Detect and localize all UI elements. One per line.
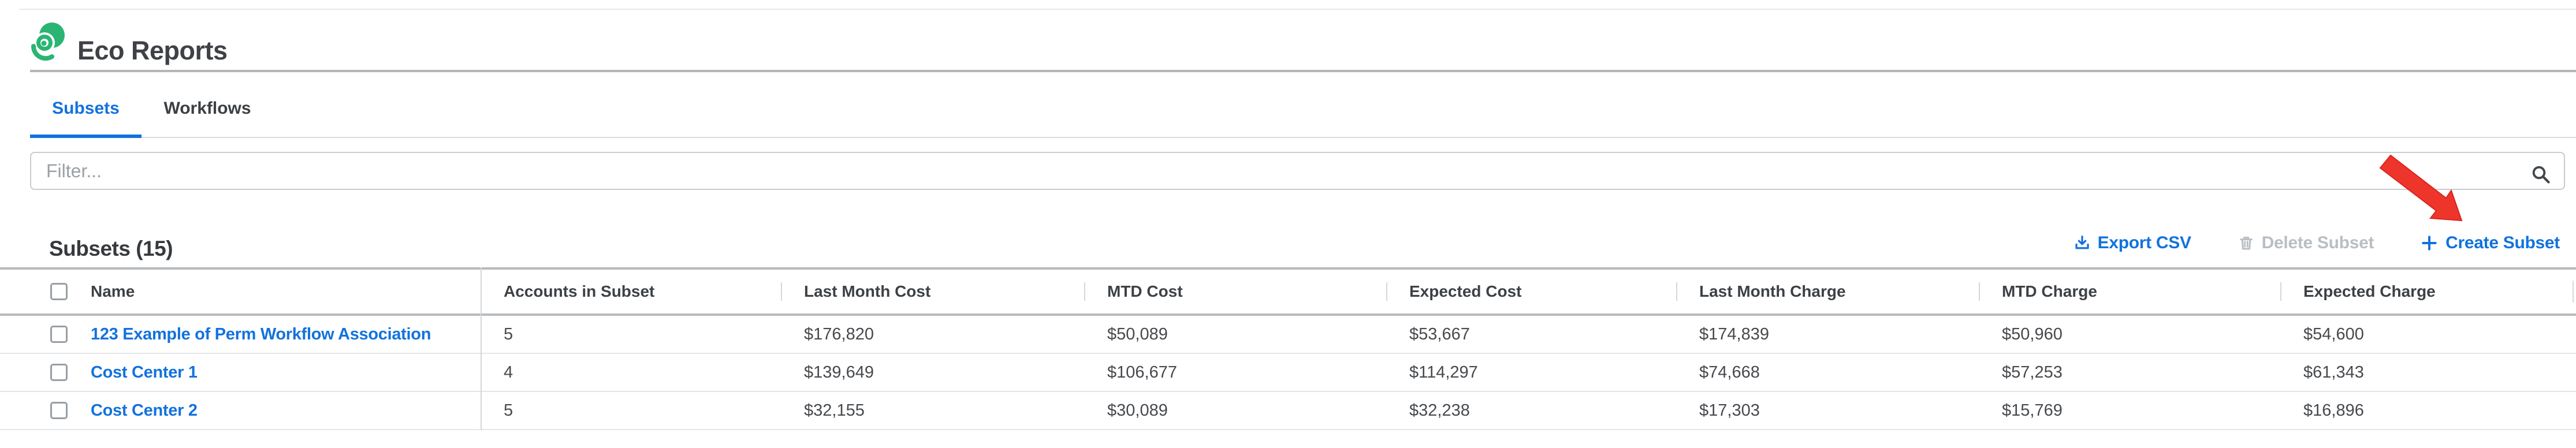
expected-charge-cell: $61,343	[2303, 363, 2364, 382]
subsets-count-heading: Subsets (15)	[49, 237, 173, 260]
row-checkbox[interactable]	[50, 326, 68, 343]
col-header-accounts[interactable]: Accounts in Subset	[481, 282, 781, 301]
eco-logo-icon	[31, 23, 65, 61]
table-header-row: Name Accounts in Subset Last Month Cost …	[0, 270, 2576, 316]
tabbar-baseline	[142, 137, 2576, 138]
delete-subset-label: Delete Subset	[2261, 233, 2374, 252]
expected-cost-cell: $32,238	[1409, 401, 1470, 420]
export-csv-label: Export CSV	[2097, 233, 2191, 252]
accounts-cell: 5	[504, 401, 513, 420]
mtd-charge-cell: $57,253	[2002, 363, 2063, 382]
tab-workflows-label: Workflows	[163, 99, 251, 118]
plus-icon	[2422, 236, 2437, 251]
table-row: 123 Example of Perm Workflow Association…	[0, 316, 2576, 354]
delete-subset-button[interactable]: Delete Subset	[2238, 233, 2374, 253]
create-subset-button[interactable]: Create Subset	[2420, 233, 2560, 253]
row-checkbox[interactable]	[50, 364, 68, 381]
col-header-mtd-charge[interactable]: MTD Charge	[1979, 282, 2280, 301]
last-month-charge-cell: $17,303	[1699, 401, 1760, 420]
expected-cost-cell: $114,297	[1409, 363, 1478, 382]
mtd-charge-cell: $50,960	[2002, 324, 2063, 344]
expected-charge-cell: $54,600	[2303, 324, 2364, 344]
page-title: Eco Reports	[77, 36, 228, 65]
last-month-cost-cell: $139,649	[804, 363, 874, 382]
header-divider	[30, 70, 2576, 72]
export-csv-button[interactable]: Export CSV	[2074, 233, 2191, 253]
last-month-cost-cell: $176,820	[804, 324, 874, 344]
download-icon	[2075, 236, 2089, 249]
subset-name-link[interactable]: Cost Center 2	[91, 401, 198, 420]
expected-cost-cell: $53,667	[1409, 324, 1470, 344]
mtd-cost-cell: $30,089	[1107, 401, 1168, 420]
table-row: Cost Center 1 4 $139,649 $106,677 $114,2…	[0, 354, 2576, 392]
subsets-table: Name Accounts in Subset Last Month Cost …	[0, 267, 2576, 430]
col-header-expected-charge[interactable]: Expected Charge	[2280, 282, 2576, 301]
subset-name-link[interactable]: Cost Center 1	[91, 363, 198, 382]
accounts-cell: 5	[504, 324, 513, 344]
tab-subsets[interactable]: Subsets	[30, 96, 142, 121]
table-row: Cost Center 2 5 $32,155 $30,089 $32,238 …	[0, 392, 2576, 430]
col-header-last-month-charge[interactable]: Last Month Charge	[1676, 282, 1979, 301]
col-header-name[interactable]: Name	[91, 282, 135, 300]
table-top-border	[0, 267, 2576, 270]
mtd-charge-cell: $15,769	[2002, 401, 2063, 420]
row-checkbox[interactable]	[50, 402, 68, 419]
expected-charge-cell: $16,896	[2303, 401, 2364, 420]
tab-subsets-label: Subsets	[52, 99, 120, 118]
last-month-cost-cell: $32,155	[804, 401, 865, 420]
col-header-last-month-cost[interactable]: Last Month Cost	[781, 282, 1084, 301]
create-subset-label: Create Subset	[2445, 233, 2560, 252]
search-icon[interactable]	[2530, 164, 2551, 185]
active-tab-indicator	[30, 135, 142, 138]
accounts-cell: 4	[504, 363, 513, 382]
col-header-mtd-cost[interactable]: MTD Cost	[1084, 282, 1386, 301]
mtd-cost-cell: $50,089	[1107, 324, 1168, 344]
toolbar: Export CSV Delete Subset Create Subset	[2074, 233, 2560, 253]
last-month-charge-cell: $74,668	[1699, 363, 1760, 382]
last-month-charge-cell: $174,839	[1699, 324, 1769, 344]
top-divider	[19, 9, 2576, 10]
trash-icon	[2239, 237, 2253, 250]
subset-name-link[interactable]: 123 Example of Perm Workflow Association	[91, 324, 431, 344]
col-header-expected-cost[interactable]: Expected Cost	[1386, 282, 1676, 301]
mtd-cost-cell: $106,677	[1107, 363, 1177, 382]
select-all-checkbox[interactable]	[50, 283, 68, 300]
tab-workflows[interactable]: Workflows	[163, 96, 251, 121]
filter-input[interactable]	[30, 152, 2565, 190]
name-column-divider	[481, 267, 482, 430]
